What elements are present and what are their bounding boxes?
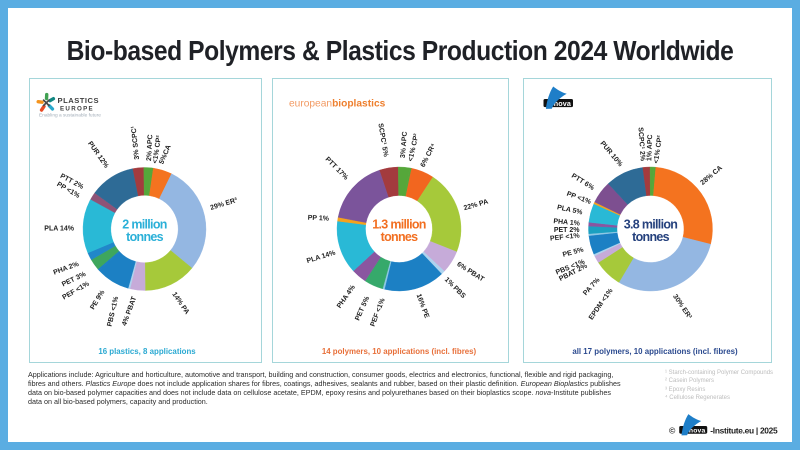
svg-text:2 million: 2 million [122, 217, 166, 231]
svg-text:PEF <1%: PEF <1% [370, 297, 387, 328]
svg-text:3% SCPC¹: 3% SCPC¹ [131, 125, 142, 160]
svg-text:PUR 12%: PUR 12% [86, 140, 110, 170]
svg-text:PP 1%: PP 1% [308, 215, 330, 223]
svg-text:©: © [669, 426, 676, 436]
svg-text:tonnes: tonnes [632, 230, 670, 244]
svg-text:1% PBS: 1% PBS [443, 276, 467, 300]
svg-text:PE 9%: PE 9% [89, 289, 107, 312]
svg-text:14% PA: 14% PA [170, 291, 190, 316]
svg-text:3.8 million: 3.8 million [624, 217, 677, 231]
svg-text:PA 7%: PA 7% [582, 276, 602, 297]
svg-text:europeanbioplastics: europeanbioplastics [289, 99, 386, 110]
svg-text:28% CA: 28% CA [699, 165, 723, 187]
svg-text:PEF <1%: PEF <1% [550, 232, 581, 242]
svg-text:PLA 5%: PLA 5% [556, 204, 583, 216]
svg-text:PLA 14%: PLA 14% [306, 249, 337, 265]
svg-text:PE 5%: PE 5% [562, 246, 585, 259]
svg-text:PHA 4%: PHA 4% [336, 283, 357, 309]
svg-text:PHA 1%: PHA 1% [553, 218, 581, 227]
svg-text:2% APC: 2% APC [146, 134, 154, 161]
svg-text:4% PBAT: 4% PBAT [121, 295, 138, 327]
svg-text:<1% CP²: <1% CP² [152, 134, 163, 164]
svg-text:PLA 14%: PLA 14% [44, 226, 74, 233]
svg-text:PET 2%: PET 2% [554, 227, 580, 234]
svg-text:PP <1%: PP <1% [566, 191, 593, 207]
svg-text:tonnes: tonnes [126, 230, 164, 244]
svg-text:SCPC¹ 5%: SCPC¹ 5% [376, 123, 389, 158]
svg-text:PLASTICS: PLASTICS [58, 96, 100, 105]
svg-text:PUR 10%: PUR 10% [599, 140, 625, 169]
svg-text:nova: nova [554, 99, 572, 108]
svg-text:-Institute.eu | 2025: -Institute.eu | 2025 [710, 426, 778, 436]
svg-text:<1% CP²: <1% CP² [408, 132, 421, 162]
svg-text:1.3 million: 1.3 million [372, 217, 425, 231]
svg-text:30% ER³: 30% ER³ [671, 293, 693, 321]
svg-text:6% CR⁴: 6% CR⁴ [420, 142, 438, 168]
svg-text:EUROPE: EUROPE [60, 105, 94, 112]
svg-text:EPDM <1%: EPDM <1% [588, 287, 615, 321]
svg-text:29% ER³: 29% ER³ [210, 197, 239, 212]
svg-text:PET 5%: PET 5% [354, 295, 371, 322]
svg-text:Enabling a sustainable future: Enabling a sustainable future [39, 113, 101, 119]
svg-text:tonnes: tonnes [381, 230, 419, 244]
svg-text:6% PBAT: 6% PBAT [455, 261, 485, 284]
svg-text:3% APC: 3% APC [400, 131, 409, 158]
svg-text:22% PA: 22% PA [463, 199, 489, 213]
svg-text:1% APC: 1% APC [646, 134, 654, 161]
svg-text:SCPC¹ 2%: SCPC¹ 2% [636, 127, 645, 162]
svg-text:16% PE: 16% PE [415, 293, 430, 319]
svg-text:PTT 17%: PTT 17% [324, 156, 350, 182]
svg-text:PBS <1%: PBS <1% [107, 295, 121, 327]
svg-text:nova: nova [689, 428, 706, 435]
svg-text:PTT 6%: PTT 6% [570, 173, 596, 193]
svg-text:<1% CP²: <1% CP² [653, 134, 664, 164]
